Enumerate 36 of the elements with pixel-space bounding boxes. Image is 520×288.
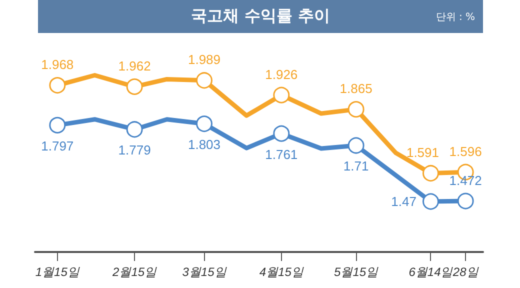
data-label: 1.926 [265,66,298,82]
data-label: 1.779 [118,142,151,158]
x-tick-label: 28일 [452,265,480,279]
point [348,137,364,154]
point [126,78,143,95]
text: 단위 : % [436,11,475,24]
point [196,72,212,89]
x-tick-label: 1월15일 [35,265,80,279]
point [49,116,66,134]
x-tick-label: 2월15일 [112,265,158,279]
point [126,121,143,138]
data-label: 1.761 [265,146,298,162]
chart-title: 국고채 수익률 추이 [190,6,330,25]
data-label: 1.71 [343,158,369,174]
point [273,86,290,104]
data-label: 1.591 [406,145,440,160]
x-tick-label: 6월14일 [408,265,454,279]
data-label: 1.803 [188,137,221,152]
point [422,165,439,182]
point [273,125,290,142]
point [196,116,212,132]
x-tick-label: 5월15일 [334,265,380,279]
data-label: 1.47 [391,194,416,209]
point [49,77,66,94]
data-label: 1.596 [449,144,482,159]
data-label: 1.989 [188,52,221,68]
data-label: 1.472 [449,172,482,188]
x-tick-label: 4월15일 [259,265,304,279]
data-label: 1.865 [340,81,372,96]
point [457,192,474,210]
x-tick-label: 3월15일 [182,265,228,279]
data-label: 1.968 [41,57,74,72]
point [348,101,364,118]
data-label: 1.962 [118,58,151,74]
data-label: 1.797 [41,138,74,154]
point [422,193,439,210]
